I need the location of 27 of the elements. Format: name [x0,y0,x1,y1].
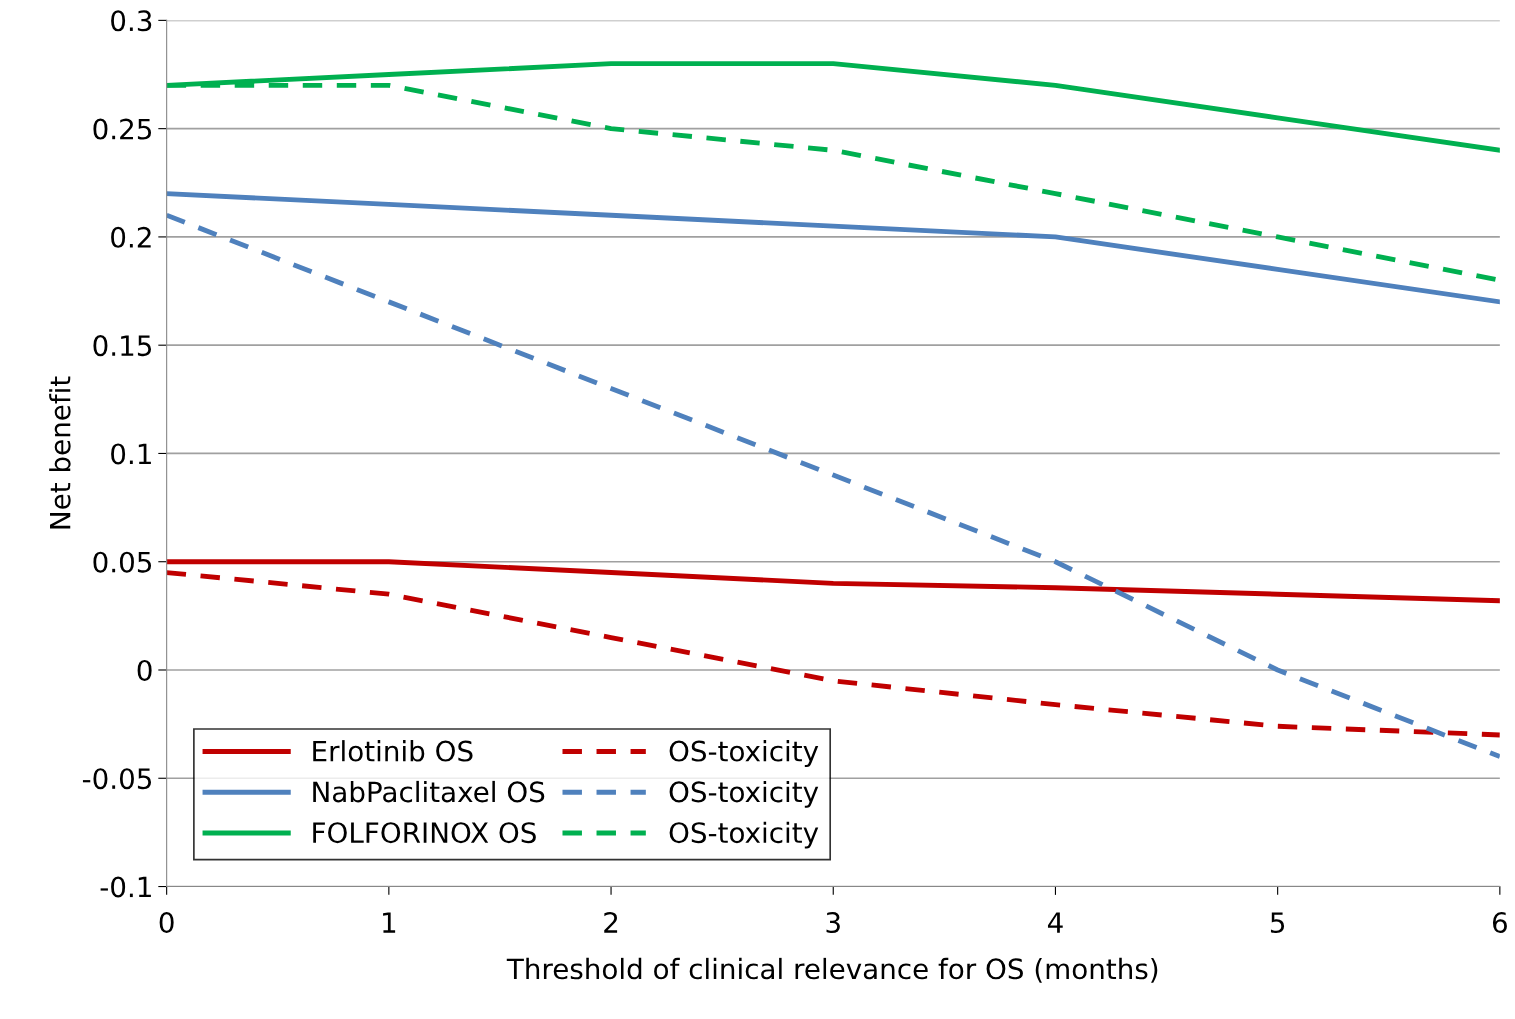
legend-label: FOLFORINOX OS [313,822,536,844]
y-tick-label: 0.15 [93,335,152,357]
line-series [166,191,1500,305]
x-tick-label: 1 [383,912,396,933]
line-series [166,559,1500,604]
y-tick-label: 0.1 [111,443,151,465]
legend-label: NabPaclitaxel OS [313,780,545,803]
x-tick-label: 2 [604,912,618,933]
y-tick-label: 0 [137,659,152,681]
x-tick-label: 0 [159,912,174,934]
y-tick-label: 0.25 [93,118,152,140]
x-tick-label: 6 [1492,912,1507,934]
y-tick-label: 0.2 [111,226,151,248]
legend-label: OS-toxicity [669,780,819,808]
x-tick-label: 5 [1270,912,1285,934]
y-tick-label: 0.05 [93,551,152,573]
legend-label: OS-toxicity [669,740,819,767]
y-tick-label: -0.05 [82,768,152,790]
x-tick-label: 4 [1047,912,1063,933]
legend-label: OS-toxicity [669,821,819,849]
legend-label: Erlotinib OS [313,740,473,762]
x-tick-label: 3 [826,912,840,934]
y-axis-title: Net benefit [49,376,71,529]
y-tick-label: -0.1 [100,876,151,898]
line-series [166,570,1500,738]
y-tick-label: 0.3 [111,10,152,32]
x-axis-title: Threshold of clinical relevance for OS (months) [506,957,1158,983]
